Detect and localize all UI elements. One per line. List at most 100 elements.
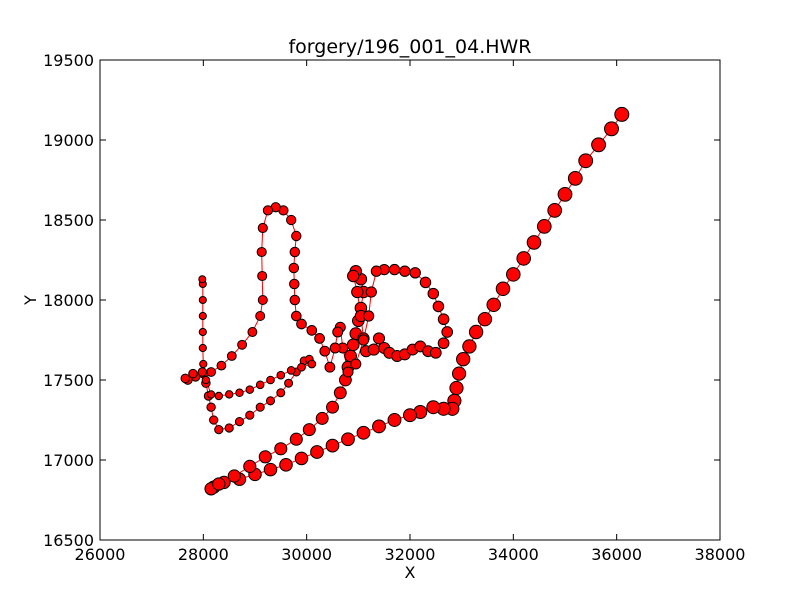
- data-point: [307, 359, 317, 369]
- data-point: [257, 222, 268, 234]
- x-tick-label: 38000: [695, 545, 746, 564]
- data-point: [516, 251, 532, 266]
- data-point: [247, 327, 258, 337]
- data-point: [214, 424, 224, 435]
- data-point: [372, 419, 386, 434]
- data-point: [276, 388, 286, 398]
- x-tick-label: 34000: [488, 545, 539, 564]
- data-point: [356, 425, 371, 440]
- data-point: [432, 300, 445, 313]
- x-axis-ticks: 26000 28000 30000 32000 34000 36000 38000: [75, 60, 746, 564]
- data-point: [206, 367, 216, 377]
- data-point: [319, 345, 331, 357]
- y-axis-ticks: 16500 17000 17500 18000 18500 19000 19500: [43, 51, 720, 550]
- data-point: [429, 346, 442, 359]
- y-tick-label: 17500: [43, 371, 94, 390]
- data-point: [224, 423, 234, 433]
- data-point: [234, 417, 245, 427]
- y-axis-label: Y: [21, 295, 40, 306]
- data-point: [351, 285, 364, 299]
- data-point: [289, 432, 303, 446]
- x-tick-label: 32000: [385, 545, 436, 564]
- data-point: [547, 203, 563, 218]
- data-point: [214, 391, 224, 401]
- x-tick-label: 36000: [591, 545, 642, 564]
- data-point: [198, 343, 207, 353]
- data-point: [310, 445, 324, 459]
- data-point: [427, 287, 440, 300]
- data-point: [326, 400, 339, 414]
- y-tick-label: 19000: [43, 131, 94, 150]
- data-point: [276, 370, 286, 380]
- data-point: [198, 275, 207, 284]
- data-point: [255, 402, 265, 412]
- data-point: [237, 339, 248, 350]
- data-point: [294, 451, 309, 466]
- data-point: [324, 361, 336, 373]
- x-tick-label: 28000: [178, 545, 229, 564]
- data-layer: [180, 106, 630, 496]
- data-point: [255, 311, 266, 321]
- data-point: [486, 297, 501, 313]
- data-point: [201, 375, 211, 385]
- data-point: [302, 423, 316, 437]
- data-point: [426, 400, 441, 415]
- data-point: [437, 337, 450, 350]
- data-point: [297, 362, 306, 372]
- data-point: [266, 375, 275, 385]
- data-point: [206, 402, 216, 412]
- data-point: [403, 408, 417, 423]
- data-point: [449, 380, 464, 396]
- y-tick-label: 18000: [43, 291, 94, 310]
- data-point: [604, 121, 619, 137]
- data-point: [262, 205, 274, 216]
- data-point: [506, 267, 521, 282]
- data-point: [226, 351, 237, 361]
- data-point: [329, 342, 341, 354]
- data-point: [314, 333, 325, 344]
- data-point: [367, 343, 380, 356]
- data-point: [526, 235, 542, 250]
- data-point: [332, 326, 344, 338]
- data-point: [365, 286, 377, 298]
- data-point: [257, 270, 268, 282]
- data-point: [288, 262, 300, 274]
- data-point: [451, 366, 467, 381]
- data-point: [274, 442, 288, 456]
- data-point: [256, 246, 267, 258]
- data-point: [325, 438, 340, 453]
- data-point: [409, 267, 421, 279]
- data-point: [198, 295, 207, 305]
- data-point: [306, 325, 318, 336]
- data-point: [296, 318, 307, 330]
- data-point: [284, 378, 294, 388]
- data-point: [188, 368, 198, 379]
- data-point: [315, 411, 329, 425]
- data-point: [243, 459, 257, 473]
- data-point: [235, 388, 244, 398]
- data-point: [477, 311, 493, 327]
- data-point: [370, 265, 383, 277]
- data-point: [419, 276, 432, 289]
- data-point: [456, 352, 471, 367]
- data-point: [495, 281, 511, 297]
- data-point: [286, 366, 296, 375]
- data-point: [333, 386, 347, 400]
- data-point: [263, 462, 278, 477]
- data-point: [289, 278, 300, 290]
- y-tick-label: 17000: [43, 451, 94, 470]
- data-point: [198, 311, 207, 321]
- data-point: [468, 324, 484, 340]
- data-point: [198, 327, 207, 337]
- data-point: [290, 310, 302, 322]
- data-point: [350, 358, 362, 370]
- data-point: [257, 294, 268, 306]
- x-axis-label: X: [405, 563, 416, 582]
- data-point: [614, 106, 630, 122]
- data-point: [245, 410, 255, 420]
- y-tick-label: 16500: [43, 531, 94, 550]
- data-point: [399, 265, 411, 277]
- data-point: [265, 396, 276, 406]
- data-point: [363, 310, 375, 322]
